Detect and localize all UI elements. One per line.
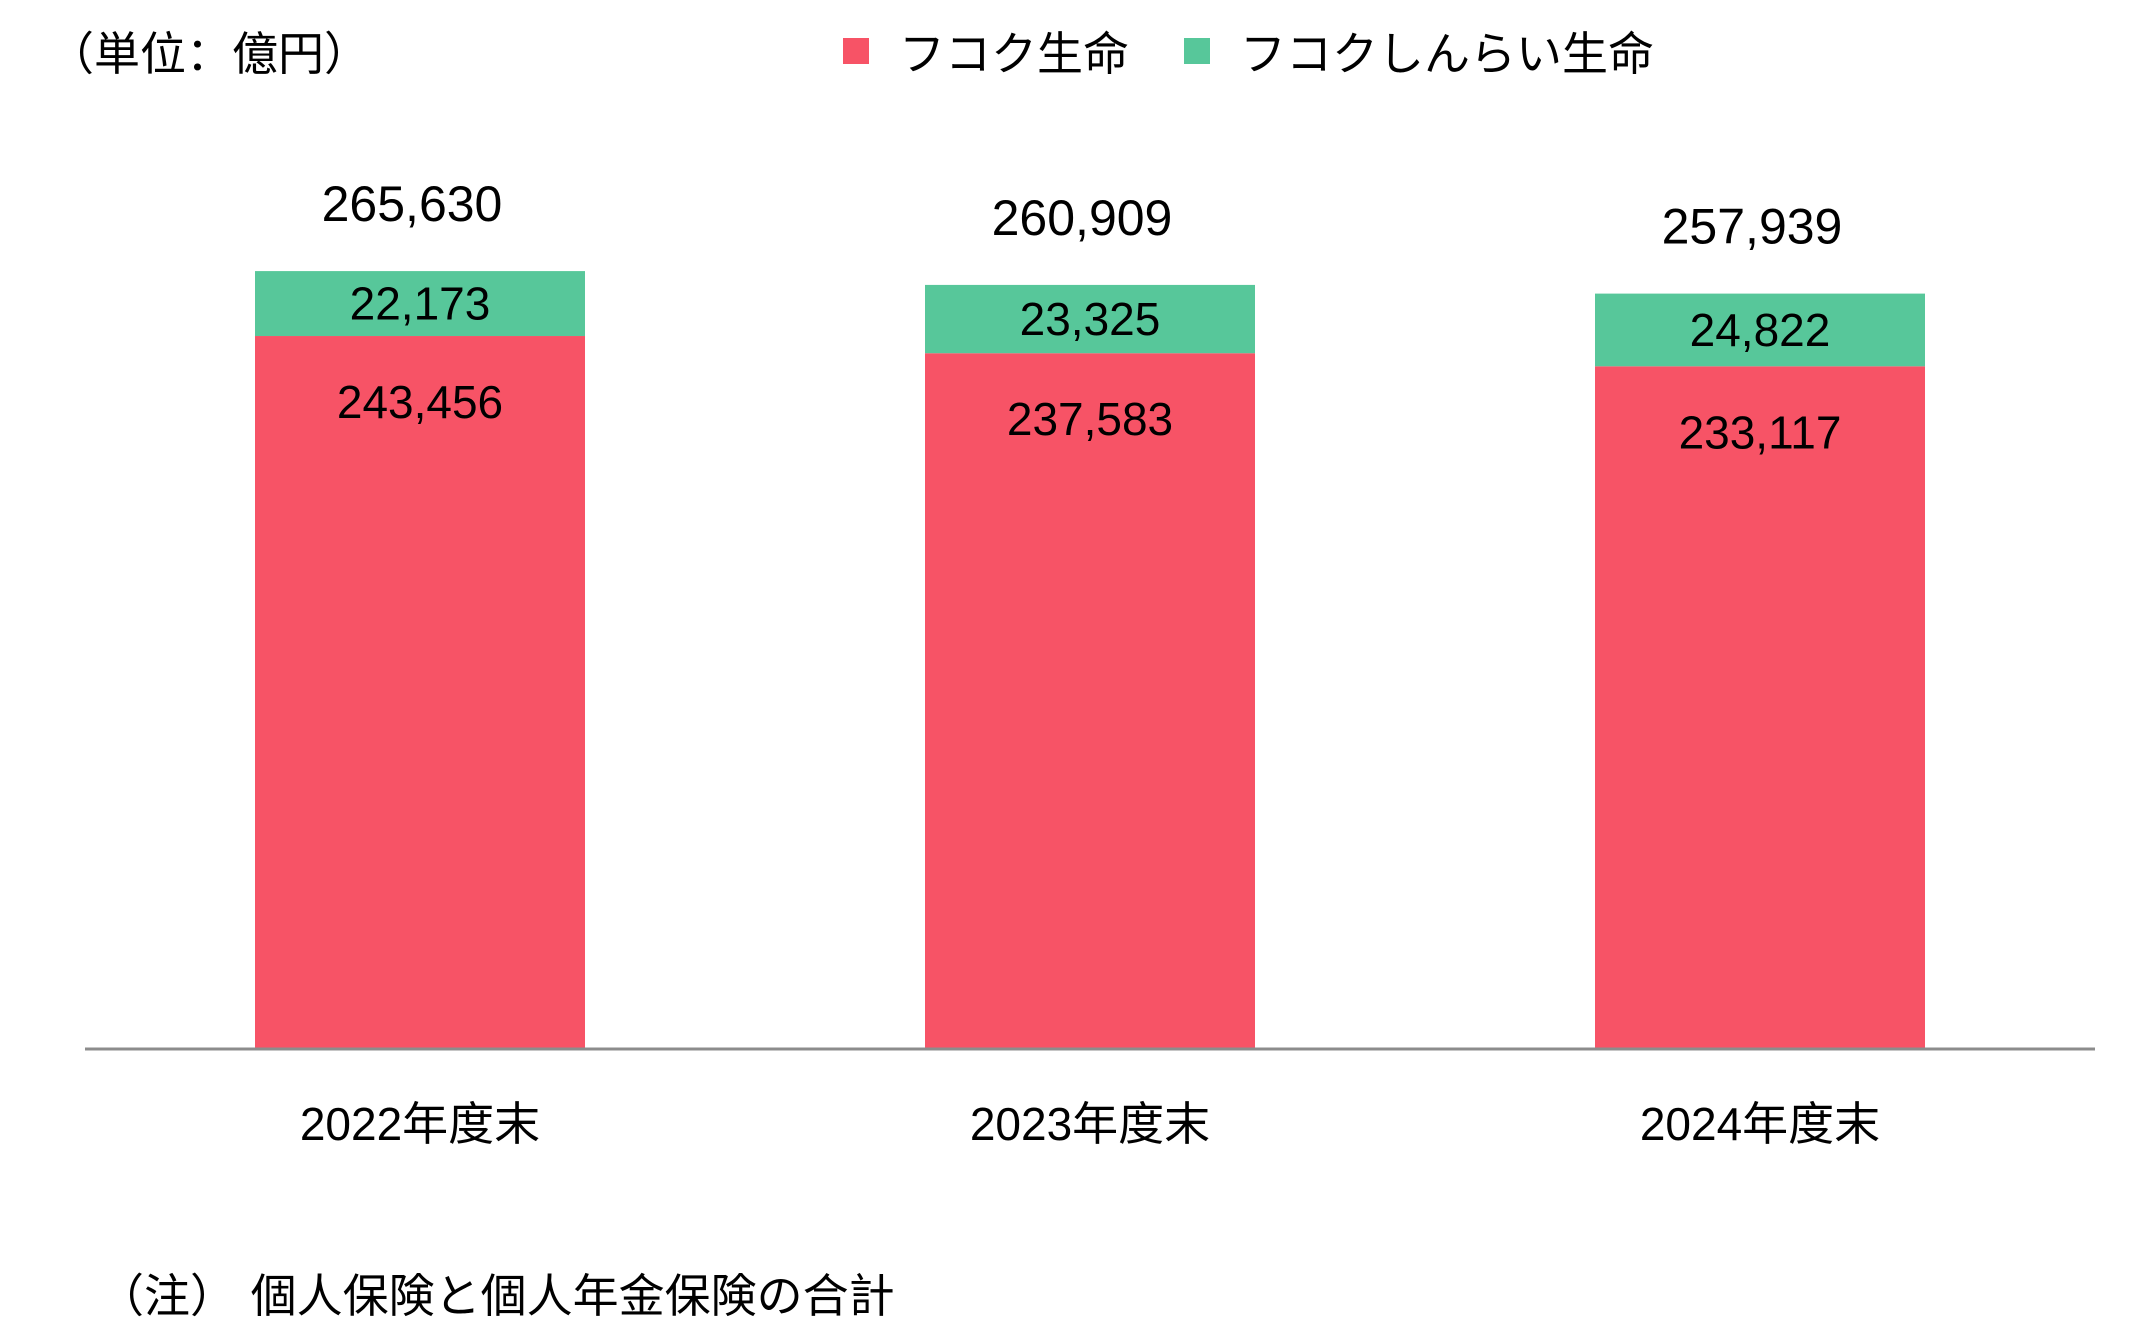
data-label-fukoku-1: 243,456 [337, 376, 503, 428]
legend-label-fukoku: フコク生命 [899, 27, 1129, 81]
x-tick-label-2: 2023年度末 [970, 1098, 1210, 1150]
bar-fukoku-1 [255, 336, 585, 1049]
data-label-shinrai-3: 24,822 [1690, 304, 1831, 356]
data-label-shinrai-1: 22,173 [350, 278, 491, 330]
bar-shinrai-3 [1595, 293, 1925, 367]
legend-swatch-fukoku [843, 38, 869, 64]
data-label-shinrai-2: 23,325 [1020, 293, 1161, 345]
x-tick-label-1: 2022年度末 [300, 1098, 540, 1150]
data-label-fukoku-2: 237,583 [1007, 393, 1173, 445]
total-label-2: 260,909 [992, 190, 1173, 246]
legend-item-fukoku: フコク生命 [843, 18, 1129, 84]
total-label-1: 265,630 [322, 176, 503, 232]
bar-fukoku-2 [925, 353, 1255, 1050]
bar-fukoku-3 [1595, 366, 1925, 1050]
unit-label: （単位：億円） [48, 27, 370, 81]
bar-shinrai-2 [925, 284, 1255, 354]
x-tick-label-3: 2024年度末 [1640, 1098, 1880, 1150]
legend-swatch-shinrai [1184, 38, 1210, 64]
legend-item-shinrai: フコクしんらい生命 [1184, 18, 1654, 84]
data-label-fukoku-3: 233,117 [1679, 406, 1842, 458]
bar-shinrai-1 [255, 271, 585, 337]
footnote: （注） 個人保険と個人年金保険の合計 [98, 1269, 895, 1323]
total-label-3: 257,939 [1662, 199, 1843, 255]
legend-label-shinrai: フコクしんらい生命 [1240, 27, 1654, 81]
